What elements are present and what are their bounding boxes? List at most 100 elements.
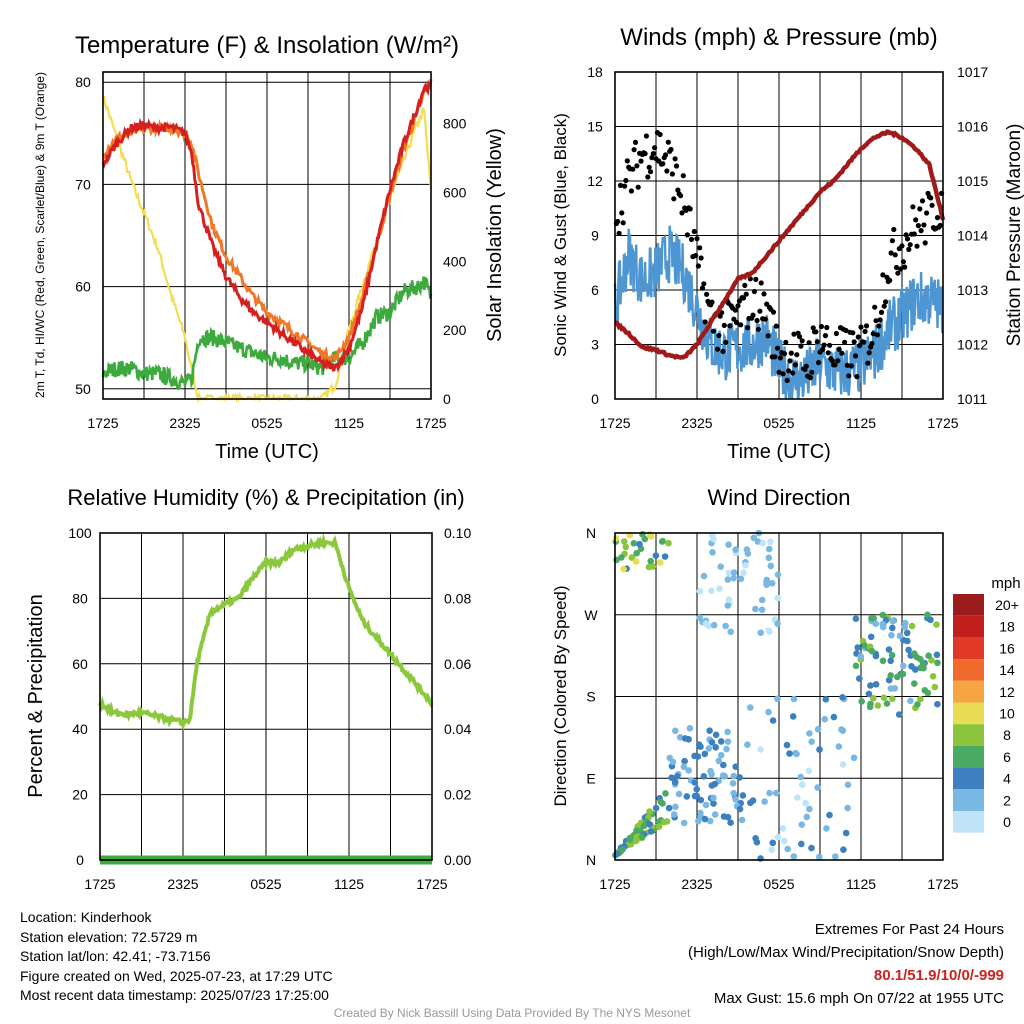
legend-swatch xyxy=(953,659,984,681)
wind-direction-point xyxy=(739,792,747,799)
wind-direction-point xyxy=(799,781,806,788)
wind-direction-point xyxy=(680,819,688,827)
wind-direction-point xyxy=(839,761,847,768)
pressure-y-tick-label: 1017 xyxy=(957,64,988,80)
wind-direction-point xyxy=(803,813,811,821)
wind-direction-point xyxy=(816,853,823,861)
temperature-plot-frame xyxy=(102,71,432,400)
gust-point xyxy=(699,285,706,291)
gust-point xyxy=(758,280,764,286)
wind-direction-point xyxy=(729,780,737,787)
wind-direction-point xyxy=(888,632,895,639)
legend-title: mph xyxy=(991,575,1020,592)
gust-point xyxy=(698,255,704,261)
wind-direction-point xyxy=(838,726,845,733)
wind-direction-point xyxy=(797,773,804,781)
wind-direction-point xyxy=(872,681,880,688)
wind-direction-point xyxy=(712,731,720,739)
wind-direction-point xyxy=(696,614,703,621)
gust-point xyxy=(617,182,624,188)
wind-direction-point xyxy=(767,538,774,546)
wind-direction-point xyxy=(724,576,732,583)
wind-direction-point xyxy=(662,790,669,797)
gust-point xyxy=(750,312,756,318)
wind-direction-point xyxy=(931,683,939,691)
temperature-y-tick-label: 50 xyxy=(75,381,91,397)
legend-label: 6 xyxy=(1003,749,1011,765)
wind-direction-point xyxy=(730,789,737,797)
wind-direction-point xyxy=(730,574,737,582)
gust-point xyxy=(921,222,927,228)
wind-direction-point xyxy=(669,758,677,766)
wind-direction-point xyxy=(736,805,744,813)
legend-swatch xyxy=(953,745,984,768)
wind-direction-point xyxy=(712,744,719,751)
wind-direction-point xyxy=(844,781,852,788)
created-text: Figure created on Wed, 2025-07-23, at 17… xyxy=(20,967,333,984)
wind-direction-point xyxy=(889,624,896,632)
wind-direction-point xyxy=(725,596,733,603)
gust-point xyxy=(743,291,749,297)
wind-direction-point xyxy=(697,796,705,804)
wind-direction-point xyxy=(652,804,660,812)
gust-point xyxy=(887,277,893,283)
wind-direction-point xyxy=(914,701,921,708)
gust-point xyxy=(904,236,911,242)
wind-direction-point xyxy=(724,602,732,609)
relative-humidity-line xyxy=(98,532,434,731)
legend-label: 18 xyxy=(999,619,1015,635)
gust-point xyxy=(664,168,670,174)
station-info: Location: Kinderhook Station elevation: … xyxy=(20,908,333,1006)
wind-direction-point xyxy=(925,652,932,659)
gust-point xyxy=(816,360,822,366)
pressure-y-tick-label: 1015 xyxy=(957,173,988,189)
winds-series xyxy=(613,129,946,400)
winds-x-tick-label: 1125 xyxy=(846,415,876,431)
gust-point xyxy=(827,342,833,348)
gust-point xyxy=(635,184,641,190)
wind-direction-point xyxy=(765,627,772,634)
gust-point xyxy=(776,369,782,375)
wind-direction-point xyxy=(816,746,823,753)
wind-speed-legend: mph 20+ 18 16 14 12 10 8 6 4 2 0 xyxy=(953,575,1021,833)
gust-point xyxy=(906,246,912,252)
wind-direction-point xyxy=(632,558,640,565)
wind-direction-point xyxy=(732,796,739,803)
gust-point xyxy=(720,348,726,354)
wind-direction-point xyxy=(706,817,714,825)
wind-direction-point xyxy=(695,817,702,825)
gust-point xyxy=(734,319,740,326)
wind-direction-point xyxy=(721,773,728,780)
wind-direction-point xyxy=(783,741,791,749)
winds-x-tick-label: 1725 xyxy=(599,415,630,431)
wind-direction-point xyxy=(691,752,698,760)
wind-direction-point xyxy=(649,563,657,570)
pressure-y-axis-label: Station Pressure (Maroon) xyxy=(1004,124,1024,347)
gust-point xyxy=(829,358,835,364)
wind-direction-point xyxy=(867,633,875,641)
gust-point xyxy=(876,323,882,329)
humidity-x-tick-label: 0525 xyxy=(250,876,281,892)
wind-direction-point xyxy=(747,704,754,711)
wind-direction-point xyxy=(680,763,688,771)
wind-direction-point xyxy=(612,535,620,542)
wind-direction-point xyxy=(934,700,941,708)
wind-direction-point xyxy=(696,587,704,595)
winds-y-tick-label: 3 xyxy=(591,337,599,353)
wind-direction-point xyxy=(786,750,793,757)
gust-point xyxy=(893,264,900,271)
gust-point xyxy=(917,206,923,212)
wind-direction-point xyxy=(716,585,723,592)
winds-plot-frame xyxy=(614,71,944,400)
gust-point xyxy=(903,232,909,238)
wind-direction-point xyxy=(757,629,764,636)
wind-direction-chart-title: Wind Direction xyxy=(707,485,850,510)
wind-direction-point xyxy=(742,561,749,569)
temperature-grid xyxy=(103,72,431,399)
wind-direction-point xyxy=(693,786,700,793)
gust-point xyxy=(671,196,677,202)
gust-point xyxy=(678,193,684,199)
wind-direction-point xyxy=(765,545,773,553)
gust-point xyxy=(709,299,715,305)
